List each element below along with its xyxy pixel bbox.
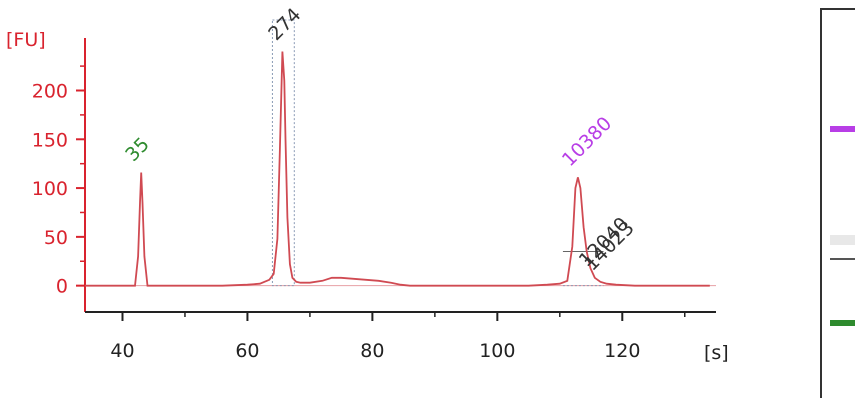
x-tick-label: 40 [110, 340, 134, 362]
series-line [85, 51, 710, 287]
x-tick-label: 80 [360, 340, 384, 362]
y-tick-label: 100 [32, 178, 68, 200]
x-tick-label: 120 [604, 340, 640, 362]
y-axis-unit: [FU] [6, 29, 46, 51]
gel-band [830, 258, 855, 261]
y-tick-label: 50 [44, 227, 68, 249]
electropherogram-chart: 0 50 100 150 200 [FU] 40 60 80 100 120 [s] 35 274 1038… [6, 4, 729, 364]
x-tick-label: 100 [479, 340, 515, 362]
y-tick-label: 150 [32, 129, 68, 151]
peak-label: 10380 [558, 113, 616, 171]
x-axis-unit: [s] [704, 342, 729, 364]
gel-band [830, 235, 855, 246]
chart-labels: 0 50 100 150 200 [FU] 40 60 80 100 120 [s] 35 274 1038… [6, 4, 729, 364]
gel-band [830, 126, 855, 133]
x-tick-label: 60 [235, 340, 259, 362]
chart-marks [85, 19, 710, 287]
y-tick-label: 0 [56, 276, 68, 298]
gel-lane [820, 8, 855, 398]
peak-label: 35 [121, 133, 154, 166]
gel-band [830, 320, 855, 327]
y-tick-label: 200 [32, 80, 68, 102]
chart-axes [76, 38, 716, 321]
peak-label: 274 [264, 4, 305, 45]
